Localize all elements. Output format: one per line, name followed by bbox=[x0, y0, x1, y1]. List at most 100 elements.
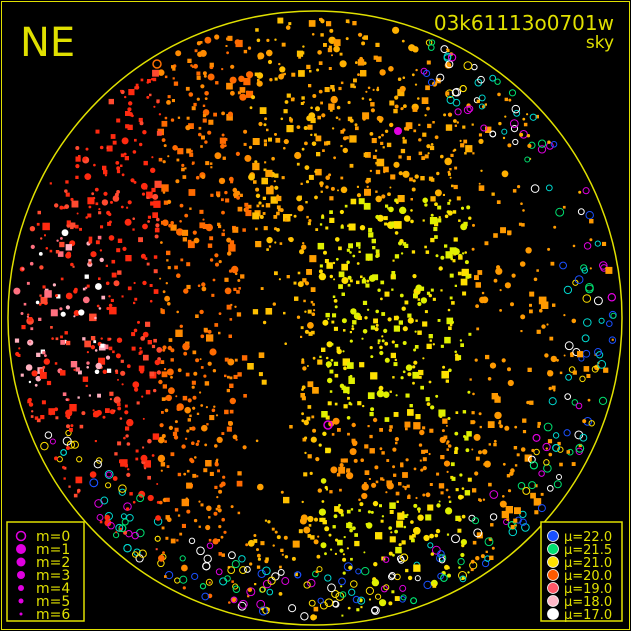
star bbox=[99, 145, 104, 150]
star bbox=[191, 380, 196, 385]
star bbox=[111, 259, 116, 264]
star bbox=[533, 448, 540, 456]
star bbox=[589, 219, 594, 224]
star bbox=[310, 300, 314, 304]
star bbox=[332, 261, 336, 265]
star bbox=[221, 432, 225, 435]
star bbox=[347, 100, 351, 105]
color-legend-label: μ=21.0 bbox=[564, 556, 612, 571]
star bbox=[511, 273, 516, 278]
star bbox=[213, 112, 217, 117]
star bbox=[339, 60, 347, 68]
star bbox=[35, 375, 42, 382]
star bbox=[365, 253, 373, 261]
star bbox=[504, 425, 510, 431]
star bbox=[117, 378, 119, 381]
star bbox=[394, 254, 400, 259]
star bbox=[379, 504, 382, 508]
star bbox=[118, 527, 123, 532]
star bbox=[563, 285, 573, 295]
star bbox=[409, 404, 413, 408]
star bbox=[547, 439, 553, 444]
star bbox=[406, 484, 410, 488]
star bbox=[136, 494, 145, 503]
star bbox=[443, 52, 452, 61]
star bbox=[384, 341, 389, 346]
star bbox=[318, 61, 323, 65]
star bbox=[276, 195, 282, 202]
star bbox=[302, 437, 307, 442]
star bbox=[155, 548, 158, 551]
star bbox=[171, 99, 175, 103]
star bbox=[193, 63, 199, 69]
star bbox=[210, 193, 214, 197]
star bbox=[432, 121, 435, 124]
star bbox=[606, 320, 613, 327]
star bbox=[389, 122, 394, 128]
star bbox=[261, 177, 268, 185]
star bbox=[430, 237, 435, 243]
star bbox=[320, 101, 323, 105]
star bbox=[120, 459, 128, 467]
star bbox=[313, 606, 319, 612]
star bbox=[350, 198, 357, 205]
star bbox=[121, 173, 125, 177]
star bbox=[88, 394, 91, 397]
star bbox=[316, 152, 321, 157]
star bbox=[177, 472, 182, 477]
star bbox=[264, 161, 267, 164]
star bbox=[375, 161, 378, 165]
star bbox=[346, 522, 352, 528]
star bbox=[107, 521, 115, 530]
star bbox=[174, 577, 181, 584]
star bbox=[152, 212, 158, 218]
star bbox=[303, 126, 308, 130]
star bbox=[307, 381, 314, 388]
star bbox=[175, 50, 182, 57]
star bbox=[176, 273, 181, 279]
star bbox=[608, 336, 617, 344]
star bbox=[40, 415, 45, 420]
star bbox=[135, 85, 140, 90]
star bbox=[128, 89, 135, 96]
star bbox=[162, 290, 166, 294]
star bbox=[73, 315, 76, 318]
star bbox=[455, 411, 459, 414]
star bbox=[277, 208, 281, 212]
star bbox=[283, 139, 289, 145]
star bbox=[265, 308, 273, 315]
star bbox=[332, 87, 335, 90]
star bbox=[400, 553, 409, 562]
star bbox=[81, 411, 86, 416]
star bbox=[161, 138, 166, 142]
star bbox=[310, 287, 316, 292]
star bbox=[263, 143, 267, 147]
star bbox=[120, 205, 124, 209]
star bbox=[264, 117, 268, 121]
star bbox=[575, 443, 585, 453]
star bbox=[229, 318, 233, 321]
star bbox=[453, 119, 457, 123]
star bbox=[214, 323, 219, 327]
star bbox=[582, 187, 590, 195]
star bbox=[362, 277, 366, 280]
star bbox=[343, 536, 346, 539]
star bbox=[552, 303, 556, 307]
star bbox=[338, 246, 342, 251]
star bbox=[301, 358, 305, 361]
star bbox=[283, 146, 286, 150]
size-legend-label: m=1 bbox=[36, 542, 70, 558]
star bbox=[249, 562, 253, 566]
star bbox=[243, 394, 247, 398]
star bbox=[330, 358, 334, 362]
star bbox=[55, 416, 59, 420]
star bbox=[398, 320, 403, 325]
star bbox=[529, 291, 535, 297]
star bbox=[371, 238, 376, 244]
star bbox=[237, 206, 243, 212]
star bbox=[211, 293, 215, 297]
star bbox=[445, 251, 453, 259]
star bbox=[478, 412, 482, 416]
star bbox=[574, 275, 584, 284]
star bbox=[82, 156, 87, 161]
